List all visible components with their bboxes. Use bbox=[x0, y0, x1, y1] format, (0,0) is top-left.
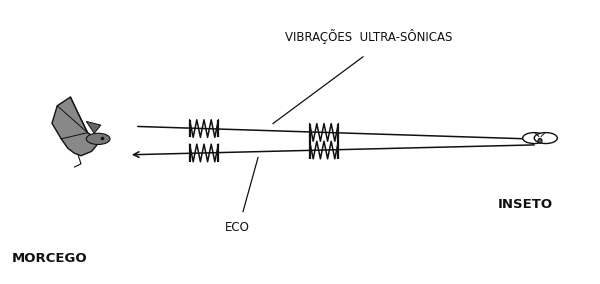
Ellipse shape bbox=[538, 138, 542, 143]
Circle shape bbox=[86, 133, 110, 145]
Circle shape bbox=[523, 133, 546, 143]
Text: VIBRAÇÕES  ULTRA-SÔNICAS: VIBRAÇÕES ULTRA-SÔNICAS bbox=[286, 30, 452, 44]
Text: INSETO: INSETO bbox=[497, 198, 553, 211]
Polygon shape bbox=[52, 97, 97, 156]
Circle shape bbox=[534, 133, 557, 143]
Polygon shape bbox=[86, 121, 101, 133]
Text: ECO: ECO bbox=[224, 221, 250, 234]
Text: MORCEGO: MORCEGO bbox=[12, 252, 88, 265]
